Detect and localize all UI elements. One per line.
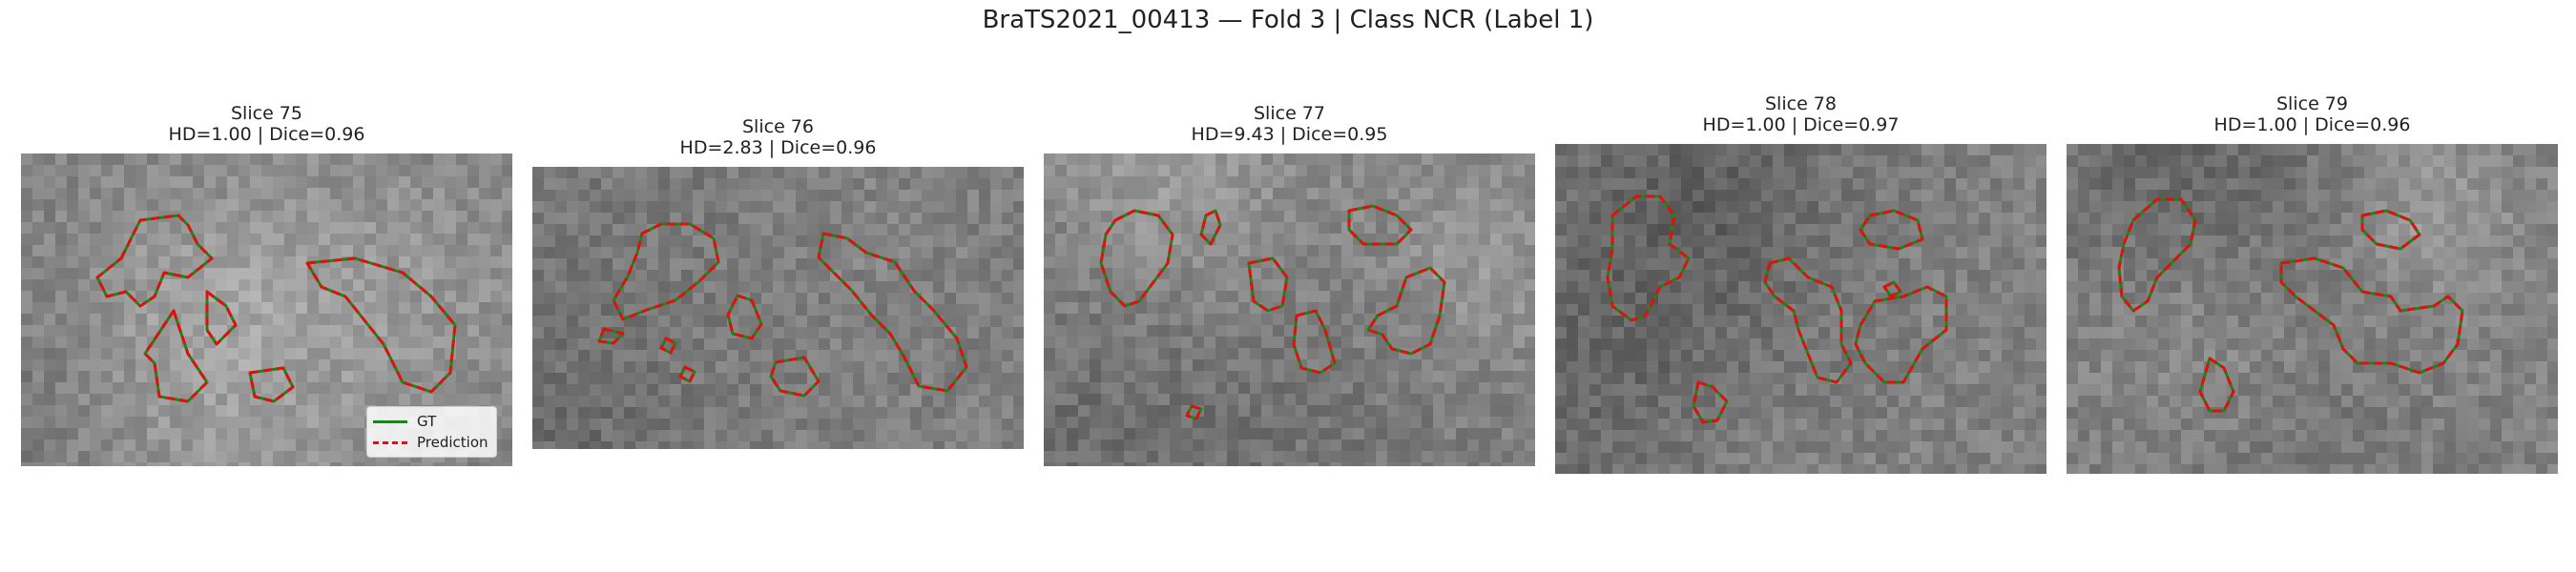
slice-title: Slice 76 HD=2.83 | Dice=0.96: [532, 116, 1024, 158]
legend-prediction-label: Prediction: [417, 434, 488, 451]
slice-metrics: HD=1.00 | Dice=0.97: [1702, 114, 1900, 135]
slice-panel-78: Slice 78 HD=1.00 | Dice=0.97: [1555, 93, 2046, 480]
legend-gt-label: GT: [417, 413, 437, 430]
slice-panel-75: Slice 75 HD=1.00 | Dice=0.96 GT Predicti…: [21, 103, 512, 470]
mri-slice-image: [1044, 153, 1535, 466]
legend-gt-line: [373, 419, 407, 423]
slice-panel-79: Slice 79 HD=1.00 | Dice=0.96: [2067, 93, 2558, 480]
slice-metrics: HD=2.83 | Dice=0.96: [679, 137, 877, 158]
prediction-contour: [95, 214, 457, 403]
prediction-contour: [1099, 204, 1446, 420]
slice-label: Slice 75: [231, 103, 302, 124]
slice-title: Slice 77 HD=9.43 | Dice=0.95: [1044, 103, 1535, 145]
slice-metrics: HD=1.00 | Dice=0.96: [2213, 114, 2411, 135]
legend-prediction-line: [373, 440, 407, 444]
slice-metrics: HD=1.00 | Dice=0.96: [168, 124, 365, 145]
mri-slice-image: [532, 167, 1024, 449]
mri-slice-image: [1555, 144, 2046, 474]
slice-metrics: HD=9.43 | Dice=0.95: [1191, 124, 1388, 145]
mri-slice-image: [21, 153, 512, 466]
prediction-contour: [597, 222, 968, 398]
figure-title: BraTS2021_00413 — Fold 3 | Class NCR (La…: [982, 6, 1594, 34]
slice-label: Slice 78: [1765, 93, 1837, 114]
slice-label: Slice 76: [742, 116, 814, 137]
slice-panel-76: Slice 76 HD=2.83 | Dice=0.96: [532, 116, 1024, 450]
slice-label: Slice 77: [1254, 103, 1325, 124]
prediction-contour: [2117, 197, 2464, 413]
mri-slice-image: [2067, 144, 2558, 474]
slice-panel-77: Slice 77 HD=9.43 | Dice=0.95: [1044, 103, 1535, 470]
legend: GT Prediction: [366, 406, 497, 458]
prediction-contour: [1606, 194, 1948, 424]
slice-title: Slice 78 HD=1.00 | Dice=0.97: [1555, 93, 2046, 135]
slice-label: Slice 79: [2276, 93, 2348, 114]
legend-prediction: Prediction: [373, 432, 488, 453]
legend-gt: GT: [373, 411, 488, 432]
slice-title: Slice 75 HD=1.00 | Dice=0.96: [21, 103, 512, 145]
slice-title: Slice 79 HD=1.00 | Dice=0.96: [2067, 93, 2558, 135]
